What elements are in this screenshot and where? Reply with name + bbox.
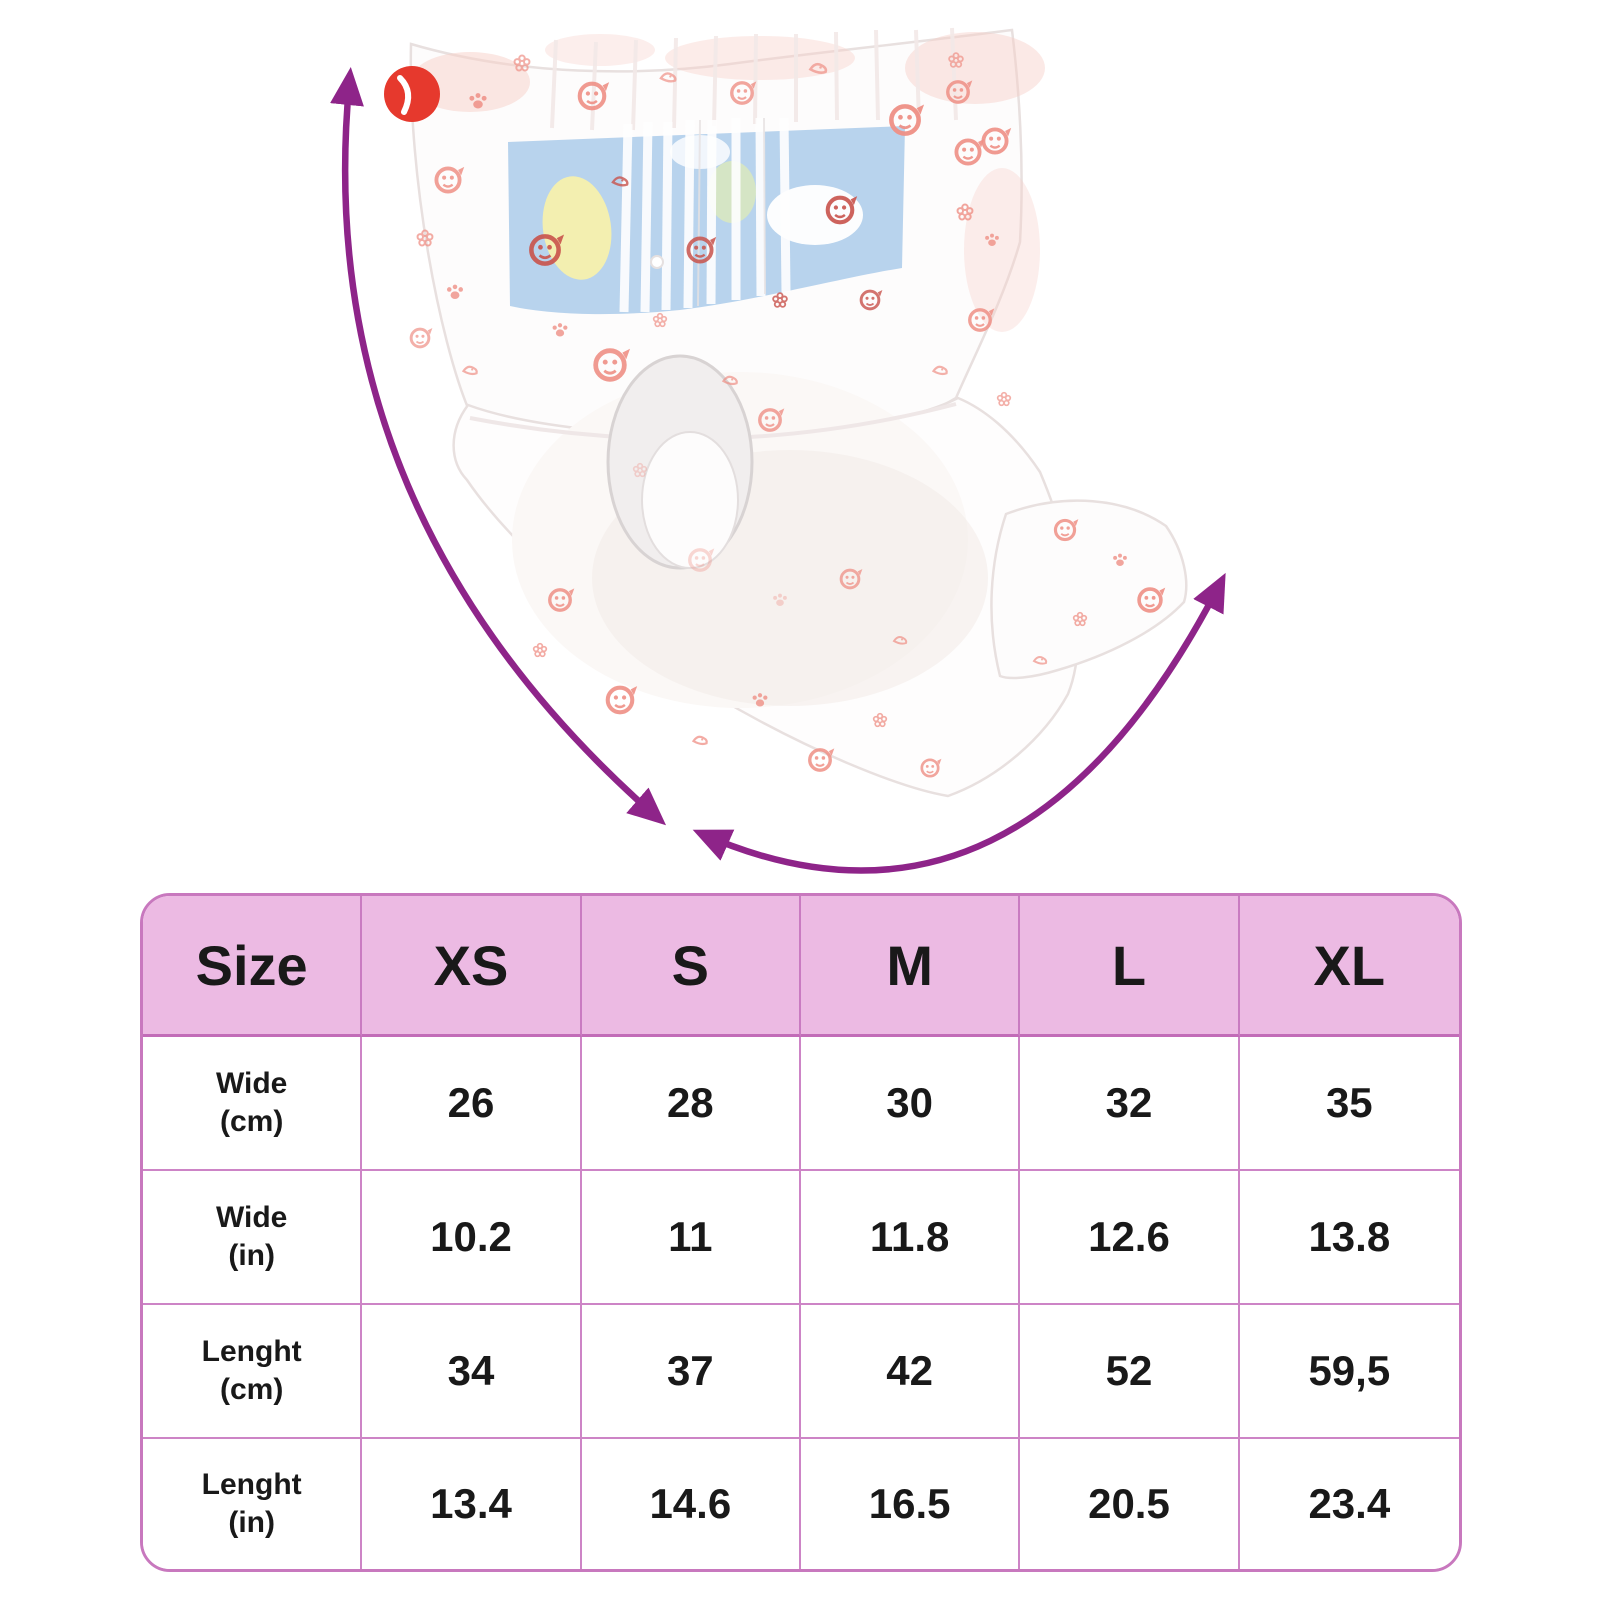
size-value-cell: 28: [581, 1037, 801, 1171]
product-figure: [330, 27, 1226, 874]
width-arrow: [692, 572, 1226, 874]
size-value-cell: 52: [1020, 1304, 1240, 1439]
row-wide-in: Wide (in) 10.2 11 11.8 12.6 13.8: [143, 1170, 1459, 1305]
row-wide-cm: Wide (cm) 26 28 30 32 35: [143, 1037, 1459, 1171]
column-header-xl: XL: [1239, 896, 1459, 1037]
size-value-cell: 13.8: [1239, 1170, 1459, 1305]
column-header-l: L: [1020, 896, 1240, 1037]
brand-logo-spot: [384, 66, 440, 122]
length-arrow: [330, 67, 667, 826]
row-label-wide-cm: Wide (cm): [143, 1037, 363, 1171]
size-value-cell: 12.6: [1020, 1170, 1240, 1305]
size-value-cell: 37: [581, 1304, 801, 1439]
size-value-cell: 10.2: [362, 1170, 582, 1305]
size-value-cell: 23.4: [1239, 1438, 1459, 1569]
column-header-xs: XS: [362, 896, 582, 1037]
diaper-photo: [384, 27, 1188, 798]
row-label-lenght-cm: Lenght (cm): [143, 1304, 363, 1439]
size-value-cell: 30: [800, 1037, 1021, 1171]
size-value-cell: 11: [581, 1170, 801, 1305]
size-value-cell: 13.4: [362, 1438, 582, 1569]
size-table-header-row: Size XS S M L XL: [143, 896, 1459, 1037]
size-value-cell: 11.8: [800, 1170, 1021, 1305]
size-value-cell: 16.5: [800, 1438, 1021, 1569]
size-value-cell: 35: [1239, 1037, 1459, 1171]
size-value-cell: 14.6: [581, 1438, 801, 1569]
row-label-lenght-in: Lenght (in): [143, 1438, 363, 1569]
row-lenght-in: Lenght (in) 13.4 14.6 16.5 20.5 23.4: [143, 1438, 1459, 1569]
column-header-m: M: [800, 896, 1021, 1037]
size-value-cell: 32: [1020, 1037, 1240, 1171]
size-value-cell: 26: [362, 1037, 582, 1171]
size-value-cell: 20.5: [1020, 1438, 1240, 1569]
size-table-card: Size XS S M L XL Wide (cm) 26 28 30: [140, 893, 1462, 1572]
row-label-wide-in: Wide (in): [143, 1170, 363, 1305]
diaper-opening: [606, 354, 754, 570]
row-lenght-cm: Lenght (cm) 34 37 42 52 59,5: [143, 1304, 1459, 1439]
size-table: Size XS S M L XL Wide (cm) 26 28 30: [143, 896, 1459, 1569]
size-value-cell: 42: [800, 1304, 1021, 1439]
size-value-cell: 34: [362, 1304, 582, 1439]
size-value-cell: 59,5: [1239, 1304, 1459, 1439]
column-header-s: S: [581, 896, 801, 1037]
column-header-size: Size: [143, 896, 363, 1037]
